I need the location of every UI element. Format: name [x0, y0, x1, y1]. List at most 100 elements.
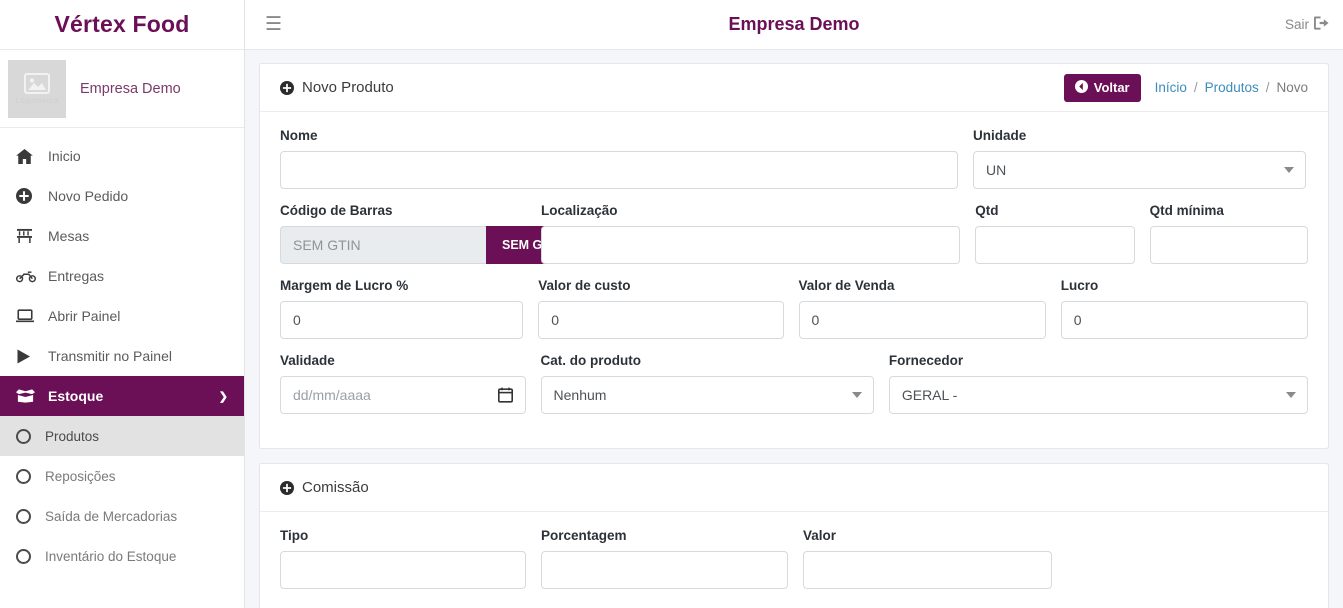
chevron-down-icon: ❯	[218, 390, 228, 403]
field-label-margem-de-lucro: Margem de Lucro %	[280, 278, 409, 293]
qtd-minima-input[interactable]	[1149, 226, 1308, 264]
field-qtd: Qtd	[975, 203, 1135, 264]
sidebar-nav: Inicio Novo Pedido	[0, 128, 244, 576]
field-label-unidade: Unidade	[973, 128, 1027, 143]
sidebar-subitem-label: Reposições	[45, 468, 116, 484]
card-header: Novo Produto Voltar	[260, 64, 1328, 112]
novo-produto-card: Novo Produto Voltar	[259, 63, 1329, 449]
field-categoria-do-produto: Cat. do produto Nenhum	[540, 353, 874, 414]
porcentagem-input[interactable]	[541, 551, 788, 589]
chevron-down-icon	[1284, 167, 1294, 173]
sidebar-item-label: Estoque	[48, 388, 104, 404]
categoria-value: Nenhum	[553, 387, 607, 403]
play-icon	[16, 349, 40, 364]
valor-de-venda-input[interactable]	[798, 301, 1046, 339]
field-validade: Validade dd/mm/aaaa	[280, 353, 526, 414]
breadcrumb-item-produtos[interactable]: Produtos	[1204, 80, 1259, 95]
sidebar-item-mesas[interactable]: Mesas	[0, 216, 244, 256]
sidebar-item-inicio[interactable]: Inicio	[0, 136, 244, 176]
validade-placeholder: dd/mm/aaaa	[293, 387, 371, 403]
form-row-4: Validade dd/mm/aaaa	[280, 353, 1308, 414]
hamburger-icon[interactable]: ☰	[265, 14, 283, 35]
circle-icon	[16, 508, 31, 524]
field-label-valor: Valor	[803, 528, 837, 543]
breadcrumb-separator: /	[1265, 80, 1270, 95]
arrow-circle-left-icon	[1074, 79, 1088, 96]
voltar-label: Voltar	[1093, 80, 1130, 95]
field-label-fornecedor: Fornecedor	[888, 353, 964, 368]
field-porcentagem: Porcentagem	[541, 528, 788, 589]
field-label-categoria: Cat. do produto	[540, 353, 641, 368]
sidebar-subitem-produtos[interactable]: Produtos	[0, 416, 244, 456]
field-label-nome: Nome	[280, 128, 318, 143]
sidebar-subitem-reposicoes[interactable]: Reposições	[0, 456, 244, 496]
logout-label: Sair	[1284, 17, 1309, 32]
company-block: Logomarca Empresa Demo	[0, 50, 244, 128]
form-row-2: Código de Barras SEM GTIN Localização Qt…	[280, 203, 1308, 264]
logout-button[interactable]: Sair	[1285, 16, 1329, 33]
circle-icon	[16, 428, 31, 444]
field-label-lucro: Lucro	[1060, 278, 1099, 293]
sidebar-item-transmitir-no-painel[interactable]: Transmitir no Painel	[0, 336, 244, 376]
company-name: Empresa Demo	[80, 80, 181, 97]
field-nome: Nome	[280, 128, 958, 189]
field-label-codigo-de-barras: Código de Barras	[280, 203, 393, 218]
field-label-localizacao: Localização	[541, 203, 618, 218]
field-qtd-minima: Qtd mínima	[1149, 203, 1308, 264]
circle-icon	[16, 548, 31, 564]
localizacao-input[interactable]	[541, 226, 961, 264]
content-area: Novo Produto Voltar	[245, 50, 1343, 608]
codigo-de-barras-input[interactable]	[280, 226, 486, 264]
field-label-qtd: Qtd	[975, 203, 999, 218]
sidebar-item-estoque[interactable]: Estoque ❯	[0, 376, 244, 416]
sidebar-item-label: Novo Pedido	[48, 188, 129, 204]
nome-input[interactable]	[280, 151, 958, 189]
field-label-valor-de-custo: Valor de custo	[538, 278, 631, 293]
laptop-icon	[16, 309, 40, 323]
sidebar-subitem-inventario-do-estoque[interactable]: Inventário do Estoque	[0, 536, 244, 576]
sidebar-subitem-saida-de-mercadorias[interactable]: Saída de Mercadorias	[0, 496, 244, 536]
sidebar-item-entregas[interactable]: Entregas	[0, 256, 244, 296]
field-valor-de-custo: Valor de custo	[538, 278, 784, 339]
field-fornecedor: Fornecedor GERAL -	[888, 353, 1308, 414]
fornecedor-select[interactable]: GERAL -	[888, 376, 1308, 414]
field-codigo-de-barras: Código de Barras SEM GTIN	[280, 203, 579, 264]
card-title: Novo Produto	[280, 79, 394, 96]
comissao-card: Comissão Tipo Porcentagem	[259, 463, 1329, 608]
plus-circle-icon	[280, 80, 294, 95]
calendar-icon[interactable]	[497, 387, 513, 403]
tipo-input[interactable]	[280, 551, 526, 589]
valor-de-custo-input[interactable]	[538, 301, 784, 339]
sidebar-subitem-label: Produtos	[45, 428, 100, 444]
breadcrumb: Início / Produtos / Novo	[1155, 80, 1308, 95]
chevron-down-icon	[851, 392, 862, 398]
lucro-input[interactable]	[1060, 301, 1308, 339]
field-label-valor-de-venda: Valor de Venda	[798, 278, 895, 293]
field-lucro: Lucro	[1060, 278, 1308, 339]
margem-de-lucro-input[interactable]	[280, 301, 524, 339]
validade-date-input[interactable]: dd/mm/aaaa	[280, 376, 526, 414]
form-row-1: Nome Unidade UN	[280, 128, 1308, 189]
field-label-qtd-minima: Qtd mínima	[1149, 203, 1224, 218]
sign-out-icon	[1314, 16, 1329, 33]
fornecedor-value: GERAL -	[901, 387, 958, 403]
company-logo-placeholder: Logomarca	[8, 59, 66, 118]
brand-header: Vértex Food	[0, 0, 244, 50]
sidebar-item-abrir-painel[interactable]: Abrir Painel	[0, 296, 244, 336]
breadcrumb-item-inicio[interactable]: Início	[1154, 80, 1187, 95]
topbar: ☰ Empresa Demo Sair	[245, 0, 1343, 50]
comissao-card-title-label: Comissão	[302, 479, 369, 496]
voltar-button[interactable]: Voltar	[1063, 73, 1141, 102]
table-icon	[16, 228, 40, 244]
chevron-down-icon	[1286, 392, 1296, 398]
sidebar-item-novo-pedido[interactable]: Novo Pedido	[0, 176, 244, 216]
unidade-select[interactable]: UN	[973, 151, 1306, 189]
card-body: Nome Unidade UN	[260, 112, 1328, 448]
valor-input[interactable]	[803, 551, 1052, 589]
qtd-input[interactable]	[975, 226, 1135, 264]
sidebar-item-label: Inicio	[48, 148, 81, 164]
card-title-label: Novo Produto	[302, 79, 394, 96]
field-valor: Valor	[803, 528, 1052, 589]
page-title: Empresa Demo	[728, 14, 860, 34]
categoria-select[interactable]: Nenhum	[540, 376, 874, 414]
